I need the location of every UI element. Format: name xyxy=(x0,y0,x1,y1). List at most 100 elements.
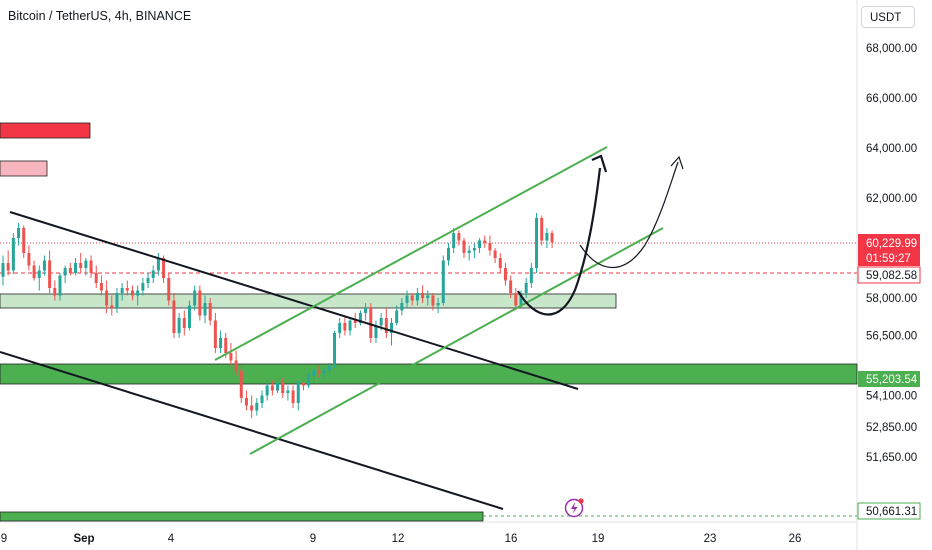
projection-curve-thin[interactable] xyxy=(579,161,679,269)
candle-body xyxy=(519,293,523,306)
candle-body xyxy=(478,240,482,248)
candle-body xyxy=(441,260,445,303)
candle xyxy=(177,313,181,338)
green-top-level-text: 55,203.54 xyxy=(866,374,918,386)
price-tick-label: 54,100.00 xyxy=(866,391,917,403)
candle-body xyxy=(348,320,352,331)
candle xyxy=(503,263,507,286)
candle-body xyxy=(229,353,233,361)
candle-body xyxy=(276,383,280,391)
candle xyxy=(89,255,93,278)
candle-body xyxy=(483,240,487,243)
candle xyxy=(32,260,36,281)
candle-body xyxy=(27,253,31,266)
countdown-text: 01:59:27 xyxy=(866,253,911,265)
candle-body xyxy=(498,258,502,268)
currency-button[interactable]: USDT xyxy=(861,6,915,28)
candle-body xyxy=(535,218,539,268)
candle xyxy=(410,293,414,306)
candle-body xyxy=(63,268,67,276)
projection-curve-bold[interactable] xyxy=(517,167,602,316)
candle xyxy=(146,273,150,288)
candle xyxy=(260,390,264,408)
candle-body xyxy=(177,318,181,333)
candle xyxy=(125,280,129,296)
candle-body xyxy=(255,403,259,411)
green-support-zone[interactable] xyxy=(0,363,858,385)
candle-body xyxy=(234,360,238,371)
descending-trendline-lower[interactable] xyxy=(0,351,504,510)
candle xyxy=(136,285,140,306)
candle xyxy=(535,213,539,273)
channel-upper-line[interactable] xyxy=(214,146,608,361)
arrowhead-thin-icon xyxy=(670,155,684,170)
event-lightning-icon[interactable] xyxy=(564,498,584,518)
candle xyxy=(296,380,300,411)
candle xyxy=(457,230,461,246)
candle-body xyxy=(503,268,507,281)
candle xyxy=(431,293,435,311)
price-axis[interactable]: 68,000.00 66,000.00 64,000.00 62,000.00 58,0… xyxy=(866,43,917,464)
candle-body xyxy=(514,293,518,306)
candle xyxy=(234,350,238,376)
candle xyxy=(395,305,399,326)
candle-body xyxy=(68,268,72,273)
candle-body xyxy=(74,263,78,273)
candle xyxy=(358,310,362,326)
candle xyxy=(198,285,202,321)
candle xyxy=(276,378,280,393)
time-tick-label: 4 xyxy=(168,533,175,545)
price-tick-label: 52,850.00 xyxy=(866,422,917,434)
descending-trendline-upper[interactable] xyxy=(9,211,579,390)
candle xyxy=(156,253,160,276)
candle xyxy=(462,238,466,258)
candle-body xyxy=(312,370,316,376)
candle-body xyxy=(244,398,248,406)
candle xyxy=(229,343,233,366)
candle xyxy=(37,265,41,291)
channel-lower-line[interactable] xyxy=(249,227,664,455)
current-price-badge: 60,229.99 01:59:27 xyxy=(858,234,920,266)
green-bottom-level-badge: 50,661.31 xyxy=(857,502,921,520)
candle xyxy=(338,318,342,338)
candle xyxy=(208,298,212,326)
candle-body xyxy=(187,305,191,328)
candle xyxy=(115,288,119,313)
candle xyxy=(74,258,78,276)
pink-zone[interactable] xyxy=(0,160,48,177)
time-tick-label: 16 xyxy=(505,533,518,545)
candle-body xyxy=(99,283,103,291)
candle-body xyxy=(472,248,476,251)
candle-body xyxy=(265,385,269,396)
candle-body xyxy=(322,370,326,373)
time-axis[interactable]: 9 Sep 4 9 12 16 19 23 26 xyxy=(1,533,802,545)
red-level-badge: 59,082.58 xyxy=(857,266,921,284)
candle-body xyxy=(156,258,160,271)
candle-body xyxy=(301,383,305,386)
candle-body xyxy=(53,288,57,296)
candle xyxy=(255,398,259,416)
current-price-text: 60,229.99 xyxy=(866,238,917,250)
candle-body xyxy=(400,303,404,311)
candle xyxy=(187,300,191,331)
candle-body xyxy=(431,295,435,306)
candle xyxy=(239,365,243,403)
candle xyxy=(529,263,533,288)
candle xyxy=(244,390,248,411)
candle xyxy=(219,330,223,353)
candle-body xyxy=(58,275,62,296)
price-tick-label: 56,500.00 xyxy=(866,331,917,343)
candle xyxy=(322,368,326,378)
candle-body xyxy=(369,308,373,338)
red-zone-top[interactable] xyxy=(0,122,91,139)
green-bottom-zone[interactable] xyxy=(0,511,484,522)
arrowhead-bold-icon xyxy=(591,154,608,173)
candle-body xyxy=(529,268,533,283)
candle-body xyxy=(410,295,414,301)
candle xyxy=(291,385,295,408)
light-green-zone[interactable] xyxy=(0,293,617,309)
time-tick-label: 23 xyxy=(704,533,717,545)
candle-body xyxy=(162,258,166,278)
